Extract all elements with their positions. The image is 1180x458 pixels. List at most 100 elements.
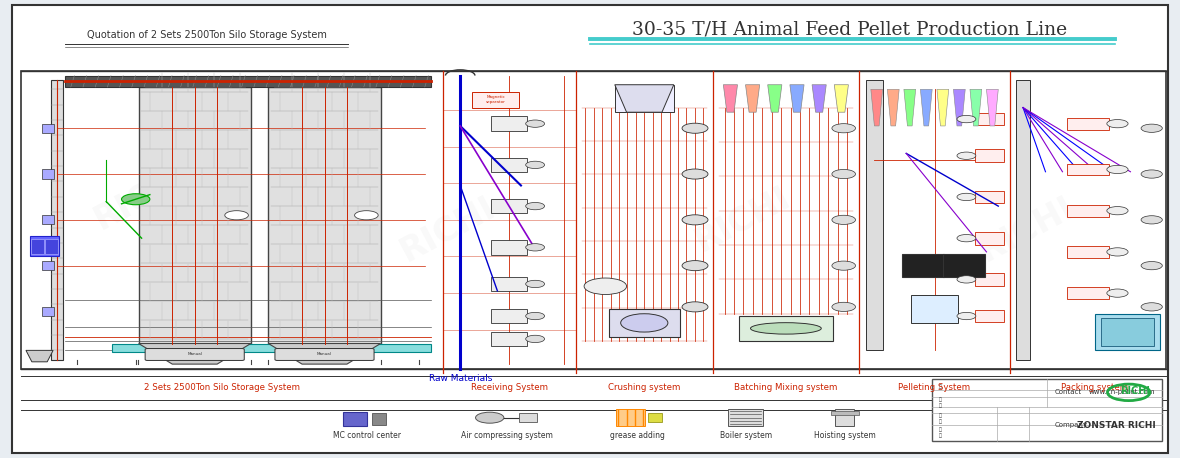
Bar: [269, 87, 380, 344]
Circle shape: [1107, 289, 1128, 297]
Bar: [835, 409, 854, 426]
Text: Manual: Manual: [188, 353, 202, 356]
Circle shape: [525, 202, 545, 210]
Bar: [975, 310, 1004, 322]
Polygon shape: [723, 85, 738, 112]
Bar: [491, 277, 526, 291]
Circle shape: [1107, 120, 1128, 128]
Circle shape: [957, 115, 976, 123]
Circle shape: [476, 412, 504, 423]
Circle shape: [832, 261, 856, 270]
Circle shape: [1107, 207, 1128, 215]
Text: 2 Sets 2500Ton Silo Storage System: 2 Sets 2500Ton Silo Storage System: [144, 383, 300, 393]
Text: Air compressing system: Air compressing system: [461, 431, 553, 440]
Circle shape: [584, 278, 627, 294]
Polygon shape: [615, 85, 674, 112]
Polygon shape: [746, 85, 760, 112]
Polygon shape: [937, 89, 949, 126]
Bar: [943, 254, 985, 277]
Text: RICHI: RICHI: [88, 158, 195, 236]
Text: Company: Company: [1054, 422, 1087, 428]
Polygon shape: [887, 89, 899, 126]
Text: RICHI: RICHI: [395, 190, 502, 268]
Bar: [609, 309, 680, 337]
Polygon shape: [834, 85, 848, 112]
Bar: [1095, 314, 1160, 350]
Polygon shape: [871, 89, 883, 126]
Polygon shape: [768, 85, 782, 112]
Bar: [1067, 246, 1109, 258]
Bar: [1067, 164, 1109, 175]
Circle shape: [957, 276, 976, 283]
Bar: [491, 240, 526, 255]
Text: Manual: Manual: [317, 353, 332, 356]
Bar: [519, 413, 537, 422]
Bar: [728, 409, 763, 426]
Text: grease adding: grease adding: [610, 431, 664, 440]
Circle shape: [525, 312, 545, 320]
Bar: [45, 239, 58, 254]
Bar: [1067, 287, 1109, 299]
Circle shape: [1141, 216, 1162, 224]
Bar: [975, 191, 1004, 203]
Bar: [831, 411, 859, 415]
Circle shape: [832, 302, 856, 311]
Text: 校: 校: [939, 384, 942, 389]
Bar: [975, 273, 1004, 286]
Bar: [866, 80, 883, 350]
Circle shape: [832, 124, 856, 133]
Text: Raw Materials: Raw Materials: [428, 374, 492, 383]
Bar: [975, 232, 1004, 245]
Bar: [739, 316, 833, 341]
Ellipse shape: [750, 322, 821, 334]
Bar: [1101, 318, 1154, 346]
Circle shape: [1141, 303, 1162, 311]
Circle shape: [1141, 262, 1162, 270]
Bar: [30, 236, 59, 256]
Text: 30-35 T/H Animal Feed Pellet Production Line: 30-35 T/H Animal Feed Pellet Production …: [632, 21, 1067, 38]
Circle shape: [621, 314, 668, 332]
Circle shape: [957, 234, 976, 242]
Text: Quotation of 2 Sets 2500Ton Silo Storage System: Quotation of 2 Sets 2500Ton Silo Storage…: [86, 30, 327, 40]
Bar: [42, 215, 54, 224]
Text: 审
核: 审 核: [939, 413, 942, 424]
Polygon shape: [139, 344, 251, 364]
Bar: [615, 85, 674, 112]
Text: Packing system: Packing system: [1062, 383, 1128, 393]
Circle shape: [1107, 165, 1128, 174]
Text: Magnetic
separator: Magnetic separator: [486, 95, 505, 104]
Polygon shape: [812, 85, 826, 112]
Polygon shape: [953, 89, 965, 126]
Polygon shape: [269, 344, 380, 364]
Bar: [1016, 80, 1030, 360]
Bar: [42, 124, 54, 133]
Text: Boiler system: Boiler system: [720, 431, 772, 440]
Bar: [902, 254, 944, 277]
Circle shape: [957, 193, 976, 201]
Circle shape: [682, 123, 708, 133]
Circle shape: [122, 194, 150, 205]
Bar: [491, 116, 526, 131]
Circle shape: [224, 211, 248, 220]
Bar: [51, 80, 63, 360]
Circle shape: [957, 312, 976, 320]
Bar: [42, 261, 54, 270]
Bar: [491, 199, 526, 213]
Text: Pelleting System: Pelleting System: [898, 383, 971, 393]
Bar: [932, 379, 1162, 441]
Bar: [648, 413, 662, 422]
Bar: [491, 309, 526, 323]
Text: RICHI: RICHI: [974, 190, 1080, 268]
Text: MC control center: MC control center: [333, 431, 401, 440]
Circle shape: [832, 215, 856, 224]
Bar: [1067, 118, 1109, 130]
Bar: [1067, 205, 1109, 217]
Polygon shape: [970, 89, 982, 126]
Circle shape: [525, 120, 545, 127]
Circle shape: [957, 152, 976, 159]
Bar: [42, 307, 54, 316]
Bar: [372, 413, 386, 425]
Polygon shape: [920, 89, 932, 126]
Text: RICHI: RICHI: [690, 181, 796, 259]
Circle shape: [682, 169, 708, 179]
